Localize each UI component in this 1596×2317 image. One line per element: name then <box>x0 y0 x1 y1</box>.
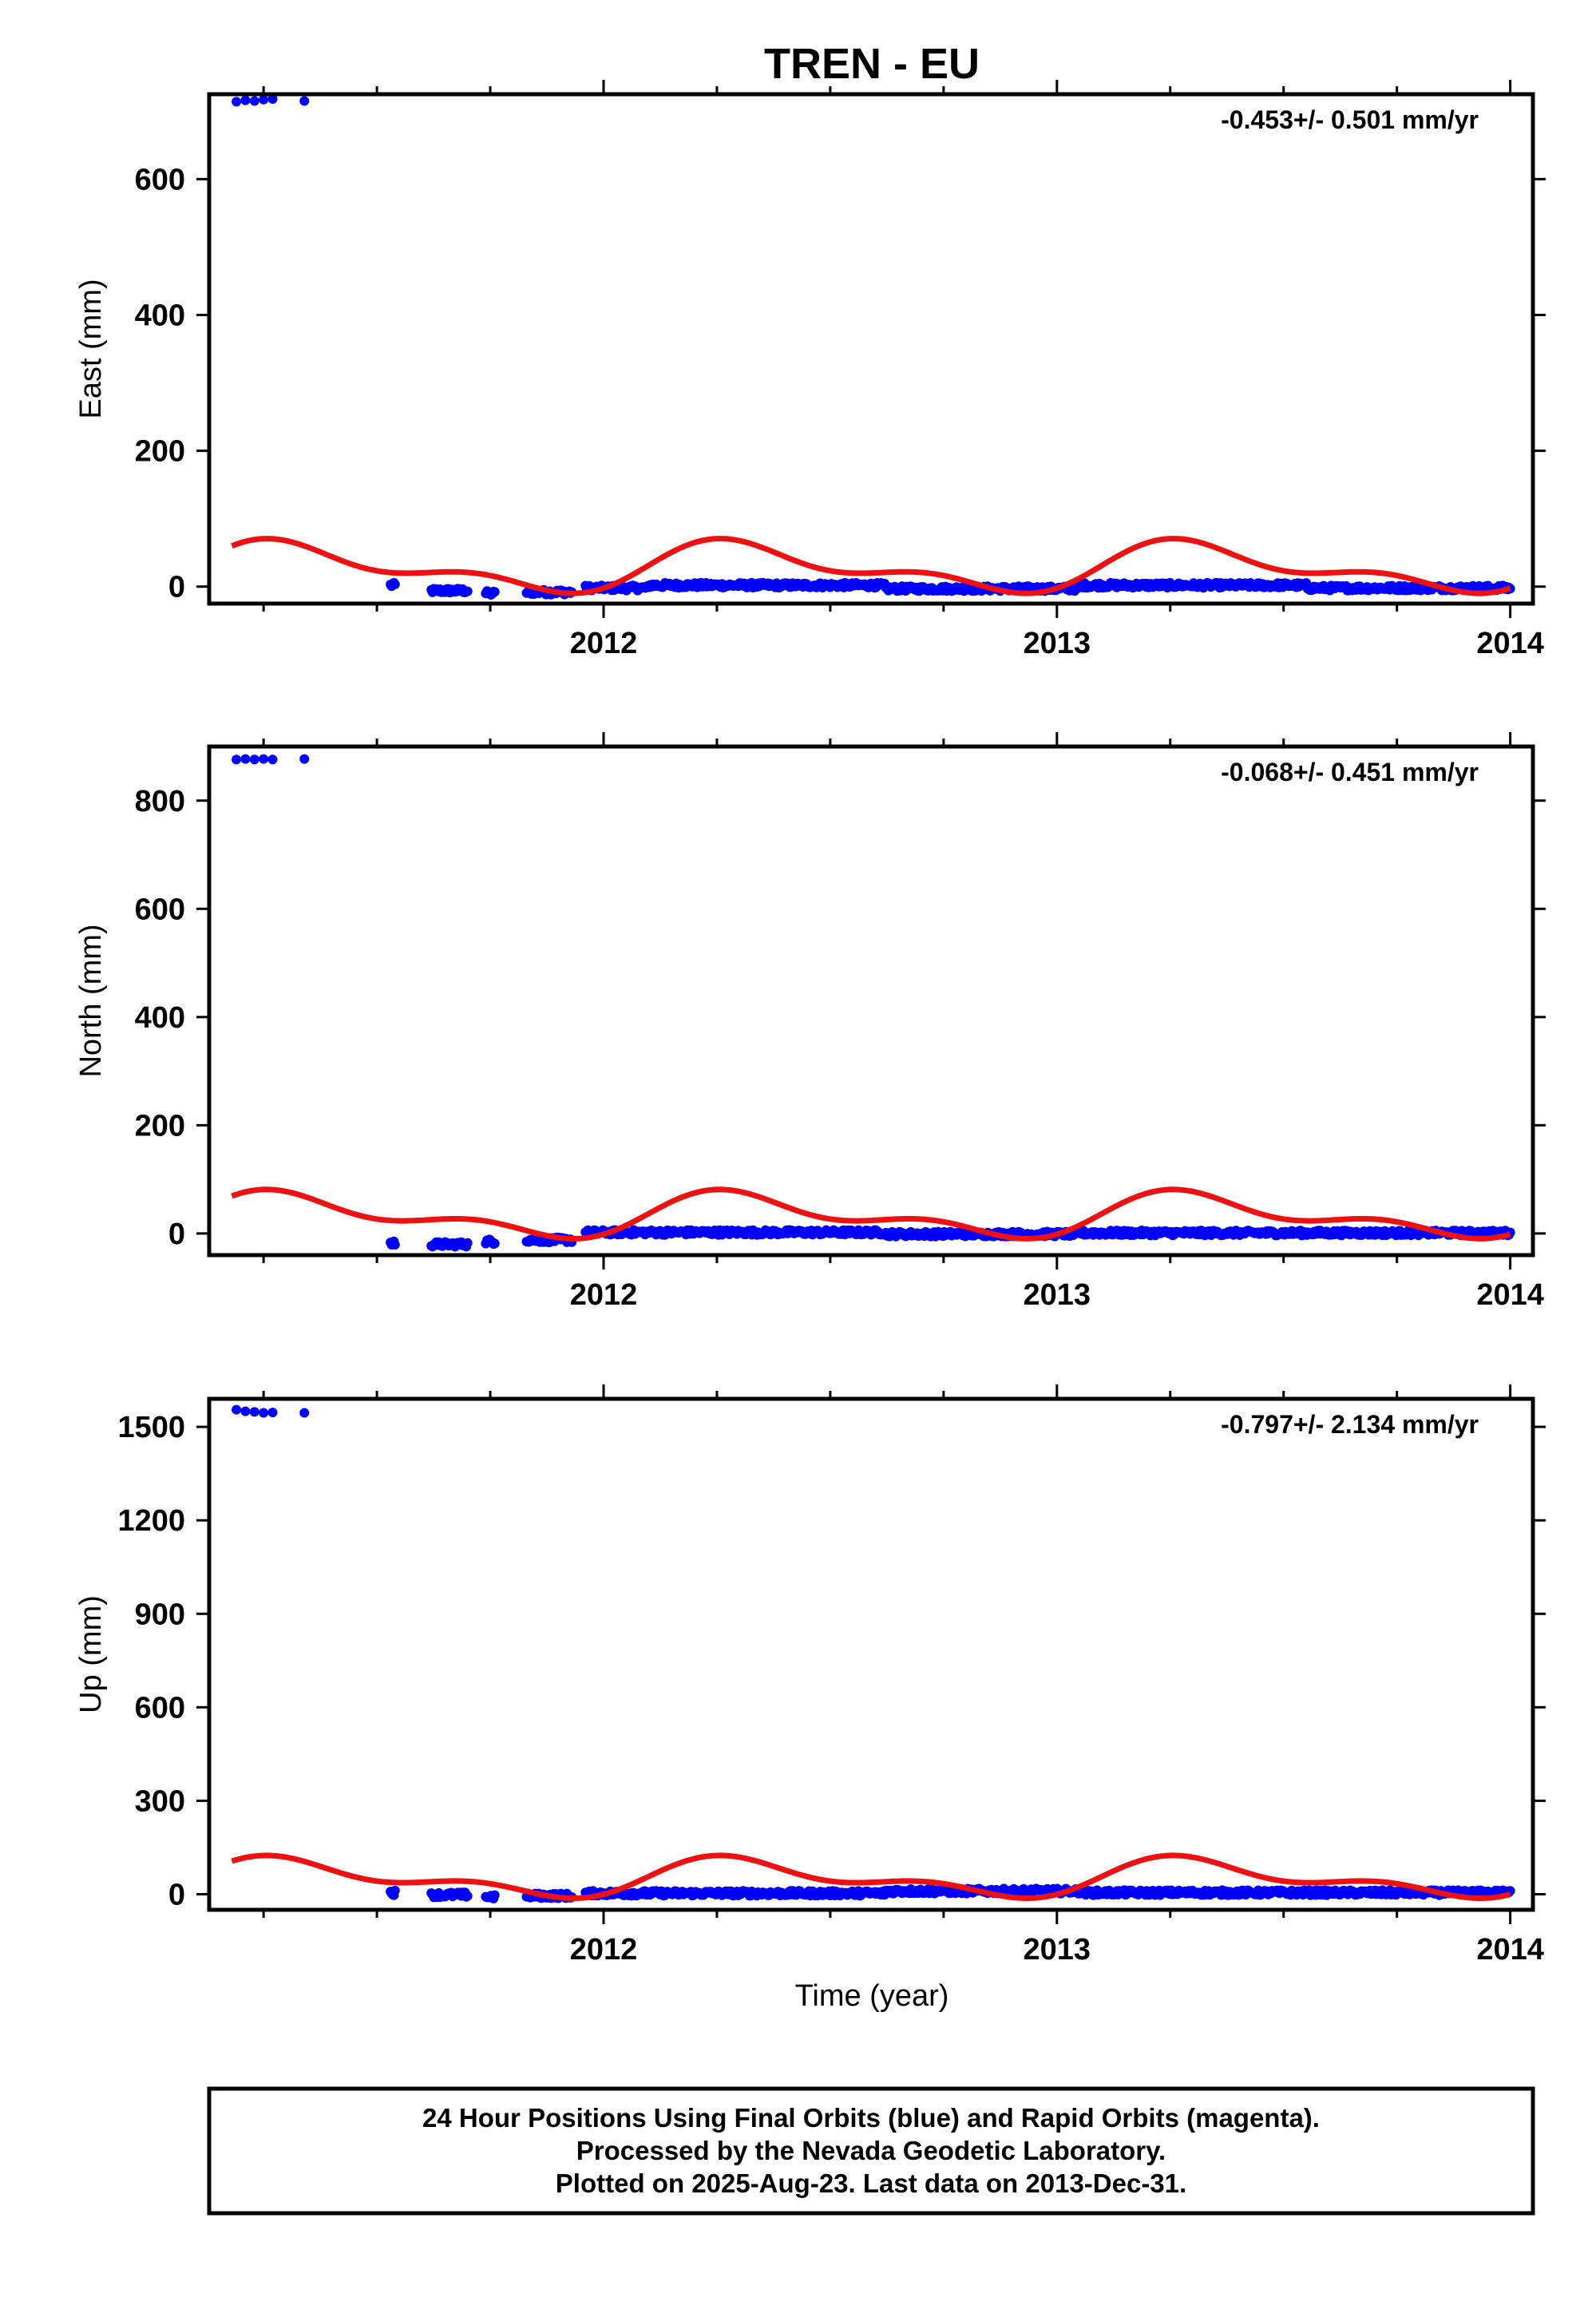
up-panel: 0 300 600 900 1200 1500 2012 2013 2014 Up (mm) -0.… <box>74 1384 1546 1966</box>
y-axis-label: North (mm) <box>74 924 108 1077</box>
footer-line-3: Plotted on 2025-Aug-23. Last data on 201… <box>556 2168 1186 2198</box>
y-tick-label: 800 <box>135 785 185 818</box>
y-tick-label: 200 <box>135 1109 185 1143</box>
data-point <box>462 586 473 596</box>
data-point <box>390 579 400 589</box>
rate-annotation: -0.453+/- 0.501 mm/yr <box>1221 105 1479 134</box>
y-tick-label: 0 <box>168 1878 185 1911</box>
data-point <box>462 1891 473 1901</box>
plot-frame <box>207 92 1535 606</box>
outlier-point <box>299 96 310 106</box>
seasonal-model-curve <box>231 536 1511 596</box>
x-tick-label: 2013 <box>1024 627 1091 660</box>
x-tick-label: 2012 <box>570 1278 638 1312</box>
y-axis-label: East (mm) <box>74 279 108 418</box>
x-tick-label: 2013 <box>1024 1933 1091 1966</box>
footer-line-2: Processed by the Nevada Geodetic Laborat… <box>576 2136 1166 2165</box>
y-tick-label: 0 <box>168 1218 185 1251</box>
data-point <box>489 1890 500 1900</box>
outlier-point <box>232 755 242 765</box>
outlier-point <box>267 1408 278 1418</box>
outlier-point <box>232 1404 242 1415</box>
y-tick-label: 600 <box>135 1691 185 1725</box>
data-points <box>232 754 1515 1252</box>
north-panel: 0 200 400 600 800 2012 2013 2014 North (mm) -0.06… <box>74 732 1546 1312</box>
y-tick-label: 600 <box>135 893 185 926</box>
outlier-point <box>240 754 251 764</box>
plot-frame <box>207 744 1535 1258</box>
outlier-point <box>267 755 278 765</box>
outlier-point <box>259 1408 269 1418</box>
rate-annotation: -0.797+/- 2.134 mm/yr <box>1221 1410 1479 1439</box>
data-point <box>489 587 500 597</box>
y-tick-label: 400 <box>135 1001 185 1035</box>
x-tick-label: 2012 <box>570 627 638 660</box>
outlier-point <box>249 96 259 106</box>
footer-box <box>207 2086 1535 2216</box>
outlier-point <box>299 754 310 764</box>
outlier-point <box>240 95 251 105</box>
figure-title: TREN - EU <box>764 40 980 88</box>
y-tick-label: 1500 <box>117 1411 185 1444</box>
data-points <box>232 1404 1515 1903</box>
y-tick-label: 1200 <box>117 1504 185 1538</box>
y-tick-label: 600 <box>135 163 185 196</box>
plot-frame <box>207 1396 1535 1912</box>
outlier-point <box>299 1408 310 1418</box>
data-point <box>489 1238 500 1249</box>
outlier-point <box>259 94 269 105</box>
seasonal-model-curve <box>231 1186 1511 1242</box>
seasonal-model-curve <box>231 1852 1511 1901</box>
y-tick-label: 0 <box>168 571 185 604</box>
outlier-point <box>249 755 259 765</box>
x-tick-label: 2014 <box>1476 1933 1544 1966</box>
y-tick-label: 900 <box>135 1598 185 1631</box>
footer-line-1: 24 Hour Positions Using Final Orbits (bl… <box>422 2103 1320 2133</box>
outlier-point <box>240 1406 251 1416</box>
x-axis-label: Time (year) <box>795 1979 949 2013</box>
east-panel: 0 200 400 600 2012 2013 2014 East (mm) -0.453+/-… <box>74 80 1546 660</box>
y-tick-label: 400 <box>135 299 185 332</box>
data-point <box>390 1885 400 1895</box>
x-tick-label: 2014 <box>1476 627 1544 660</box>
outlier-point <box>232 97 242 107</box>
data-point <box>390 1240 400 1250</box>
y-axis-label: Up (mm) <box>74 1595 108 1713</box>
y-tick-label: 200 <box>135 435 185 469</box>
outlier-point <box>259 754 269 764</box>
outlier-point <box>249 1407 259 1417</box>
x-tick-label: 2012 <box>570 1933 638 1966</box>
data-point <box>462 1238 473 1248</box>
outlier-point <box>267 93 278 104</box>
rate-annotation: -0.068+/- 0.451 mm/yr <box>1221 758 1479 786</box>
y-tick-label: 300 <box>135 1784 185 1818</box>
x-tick-label: 2014 <box>1476 1278 1544 1312</box>
x-tick-label: 2013 <box>1024 1278 1091 1312</box>
data-points <box>232 93 1515 600</box>
